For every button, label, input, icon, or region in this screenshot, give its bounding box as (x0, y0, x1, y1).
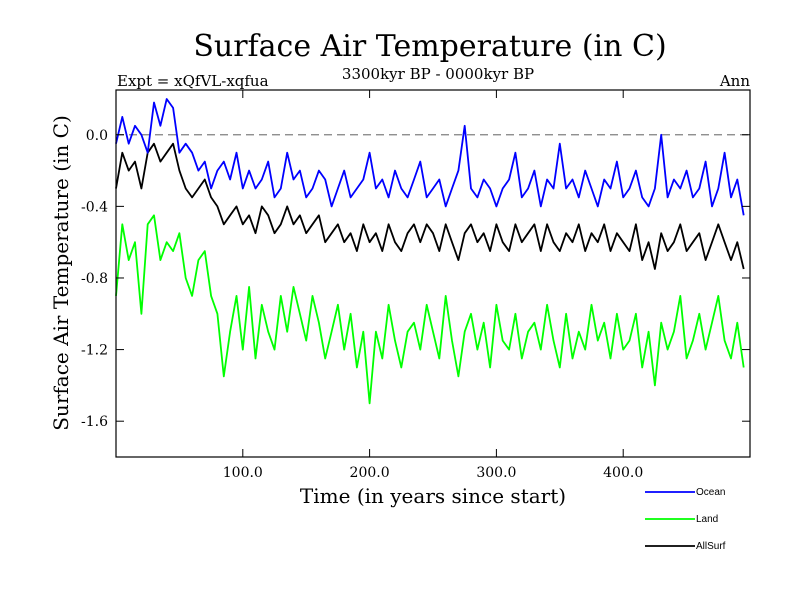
x-axis-label: Time (in years since start) (300, 484, 566, 508)
x-tick-label: 200.0 (350, 465, 390, 481)
y-tick-label: -0.4 (81, 199, 108, 215)
chart-subtitle: 3300kyr BP - 0000kyr BP (342, 65, 534, 83)
legend-label-ocean: Ocean (696, 487, 725, 498)
y-tick-label: -1.6 (81, 414, 108, 430)
y-axis: 0.0 -0.4 -0.8 -1.2 -1.6 (81, 128, 750, 430)
plot-frame (115, 89, 751, 458)
legend-label-allsurf: AllSurf (696, 541, 726, 552)
legend-label-land: Land (696, 514, 718, 525)
series-line-allsurf (115, 142, 745, 270)
y-tick-label: -1.2 (81, 343, 108, 359)
experiment-label: Expt = xQfVL-xqfua (117, 72, 269, 90)
y-tick-label: 0.0 (86, 128, 108, 144)
legend: Ocean Land AllSurf (645, 487, 726, 552)
series-line-ocean (115, 98, 745, 216)
y-tick-label: -0.8 (81, 271, 108, 287)
plot-content (115, 98, 750, 405)
x-tick-label: 400.0 (603, 465, 643, 481)
x-tick-label: 100.0 (223, 465, 263, 481)
x-tick-label: 300.0 (476, 465, 516, 481)
x-axis: 100.0 200.0 300.0 400.0 (223, 90, 643, 481)
season-label: Ann (719, 72, 750, 90)
series-line-land (115, 214, 745, 405)
y-axis-label: Surface Air Temperature (in C) (49, 115, 73, 431)
chart-title: Surface Air Temperature (in C) (193, 29, 666, 64)
